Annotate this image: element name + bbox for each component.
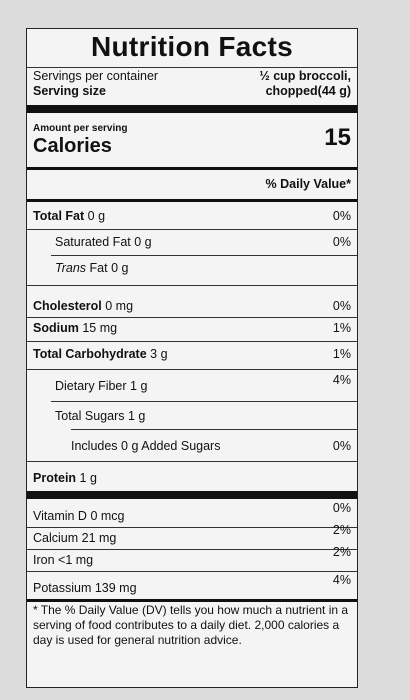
vitamin-d-amount: 0 mcg bbox=[90, 509, 125, 523]
trans-fat-name: Trans bbox=[55, 261, 87, 275]
potassium-name: Potassium bbox=[33, 581, 92, 595]
total-fat-dv: 0% bbox=[332, 209, 351, 223]
added-sugars-dv: 0% bbox=[332, 439, 351, 453]
total-carbohydrate-amount: 3 g bbox=[150, 347, 168, 361]
sodium-name: Sodium bbox=[33, 321, 79, 335]
serving-size-row: Serving size chopped(44 g) bbox=[33, 84, 351, 98]
divider bbox=[27, 549, 357, 550]
medium-divider bbox=[27, 599, 357, 602]
divider bbox=[71, 429, 357, 430]
total-sugars-name: Total Sugars bbox=[55, 409, 125, 423]
cholesterol-row: Cholesterol 0 mg 0% bbox=[33, 299, 351, 313]
added-sugars-row: Includes 0 g Added Sugars 0% bbox=[71, 439, 351, 453]
iron-amount: <1 mg bbox=[58, 553, 94, 567]
protein-amount: 1 g bbox=[79, 471, 97, 485]
dietary-fiber-name: Dietary Fiber bbox=[55, 379, 127, 393]
total-carbohydrate-name: Total Carbohydrate bbox=[33, 347, 147, 361]
potassium-dv: 4% bbox=[332, 573, 351, 587]
calories-label: Calories bbox=[33, 135, 112, 157]
divider bbox=[27, 461, 357, 462]
divider bbox=[27, 527, 357, 528]
trans-fat-suffix: Fat bbox=[89, 261, 108, 275]
divider bbox=[27, 285, 357, 286]
total-fat-name: Total Fat bbox=[33, 209, 85, 223]
added-sugars-amount: 0 g bbox=[121, 439, 139, 453]
total-carbohydrate-row: Total Carbohydrate 3 g 1% bbox=[33, 347, 351, 361]
iron-name: Iron bbox=[33, 553, 55, 567]
divider bbox=[27, 67, 357, 68]
amount-per-serving: Amount per serving bbox=[33, 123, 128, 134]
label-title: Nutrition Facts bbox=[90, 31, 294, 62]
sodium-row: Sodium 15 mg 1% bbox=[33, 321, 351, 335]
daily-value-header: % Daily Value* bbox=[265, 177, 351, 191]
calories-row: Calories bbox=[33, 135, 351, 158]
calcium-amount: 21 mg bbox=[81, 531, 117, 545]
iron-row: Iron <1 mg 2% bbox=[33, 545, 351, 567]
vitamin-d-row: Vitamin D 0 mcg 0% bbox=[33, 501, 351, 523]
added-sugars-prefix: Includes bbox=[71, 439, 118, 453]
trans-fat-row: Trans Fat 0 g bbox=[55, 261, 351, 275]
saturated-fat-amount: 0 g bbox=[134, 235, 152, 249]
divider bbox=[27, 369, 357, 370]
total-sugars-row: Total Sugars 1 g bbox=[55, 409, 351, 423]
divider bbox=[51, 401, 357, 402]
medium-divider bbox=[27, 199, 357, 202]
thick-divider bbox=[27, 105, 357, 113]
divider bbox=[27, 341, 357, 342]
vitamin-d-dv: 0% bbox=[332, 501, 351, 515]
iron-dv: 2% bbox=[332, 545, 351, 559]
total-fat-row: Total Fat 0 g 0% bbox=[33, 209, 351, 223]
dietary-fiber-amount: 1 g bbox=[130, 379, 148, 393]
saturated-fat-row: Saturated Fat 0 g 0% bbox=[55, 235, 351, 249]
calcium-dv: 2% bbox=[332, 523, 351, 537]
saturated-fat-dv: 0% bbox=[332, 235, 351, 249]
medium-divider bbox=[27, 167, 357, 170]
potassium-row: Potassium 139 mg 4% bbox=[33, 573, 351, 595]
total-sugars-amount: 1 g bbox=[127, 409, 146, 423]
protein-row: Protein 1 g bbox=[33, 471, 351, 485]
cholesterol-name: Cholesterol bbox=[33, 299, 102, 313]
serving-size-value-line1: ½ cup broccoli, bbox=[259, 69, 351, 83]
cholesterol-amount: 0 mg bbox=[105, 299, 134, 313]
dietary-fiber-dv: 4% bbox=[332, 373, 351, 387]
sodium-dv: 1% bbox=[332, 321, 351, 335]
thick-divider bbox=[27, 491, 357, 499]
calcium-row: Calcium 21 mg 2% bbox=[33, 523, 351, 545]
divider bbox=[27, 317, 357, 318]
daily-value-footnote: * The % Daily Value (DV) tells you how m… bbox=[33, 603, 349, 647]
calcium-name: Calcium bbox=[33, 531, 79, 545]
total-fat-amount: 0 g bbox=[87, 209, 106, 223]
total-carbohydrate-dv: 1% bbox=[332, 347, 351, 361]
cholesterol-dv: 0% bbox=[332, 299, 351, 313]
calories-value: 15 bbox=[324, 124, 351, 151]
vitamin-d-name: Vitamin D bbox=[33, 509, 87, 523]
sodium-amount: 15 mg bbox=[82, 321, 118, 335]
protein-name: Protein bbox=[33, 471, 77, 485]
potassium-amount: 139 mg bbox=[94, 581, 137, 595]
serving-size-label: Serving size bbox=[33, 84, 106, 98]
divider bbox=[51, 255, 357, 256]
servings-per-container-row: Servings per container ½ cup broccoli, bbox=[33, 69, 351, 83]
trans-fat-amount: 0 g bbox=[111, 261, 129, 275]
divider bbox=[27, 229, 357, 230]
added-sugars-name: Added Sugars bbox=[141, 439, 221, 453]
dietary-fiber-row: Dietary Fiber 1 g 4% bbox=[55, 373, 351, 393]
saturated-fat-name: Saturated Fat bbox=[55, 235, 131, 249]
serving-size-value-line2: chopped(44 g) bbox=[265, 84, 351, 98]
servings-per-container-label: Servings per container bbox=[33, 69, 159, 83]
divider bbox=[27, 571, 357, 572]
nutrition-facts-label: Nutrition Facts Servings per container ½… bbox=[26, 28, 358, 688]
